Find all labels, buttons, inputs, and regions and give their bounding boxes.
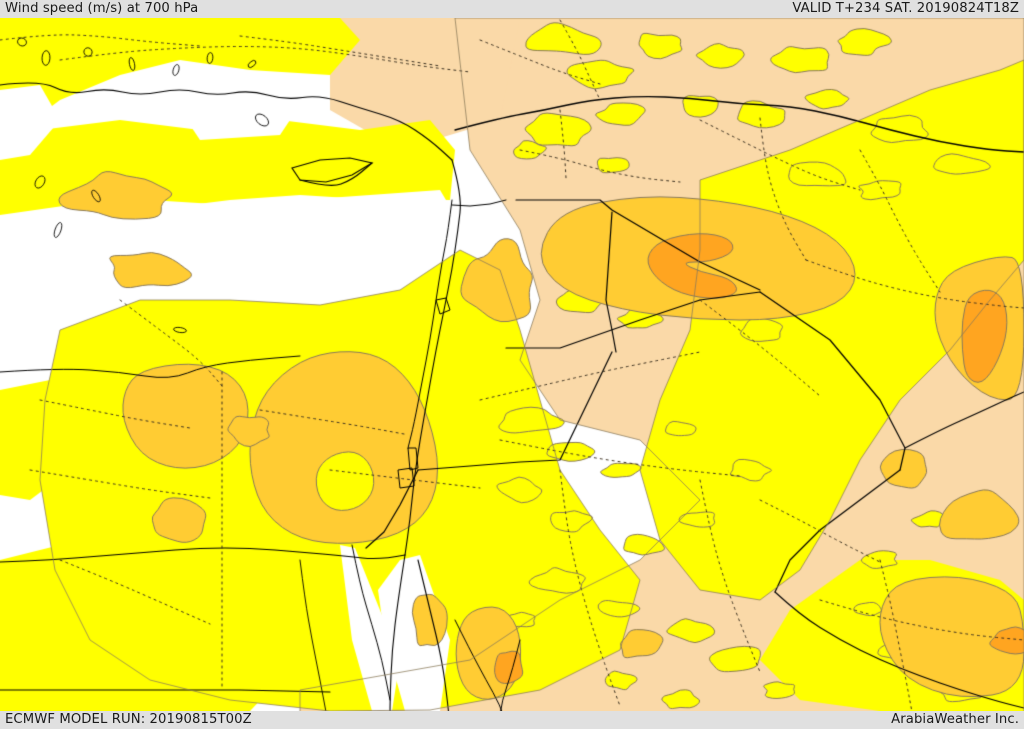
attribution-label: ArabiaWeather Inc.	[891, 712, 1019, 727]
valid-time-label: VALID T+234 SAT. 20190824T18Z	[792, 1, 1019, 16]
footer-bar	[0, 711, 1024, 729]
model-run-label: ECMWF MODEL RUN: 20190815T00Z	[5, 712, 252, 727]
header-bar	[0, 0, 1024, 18]
page-title: Wind speed (m/s) at 700 hPa	[5, 1, 199, 16]
